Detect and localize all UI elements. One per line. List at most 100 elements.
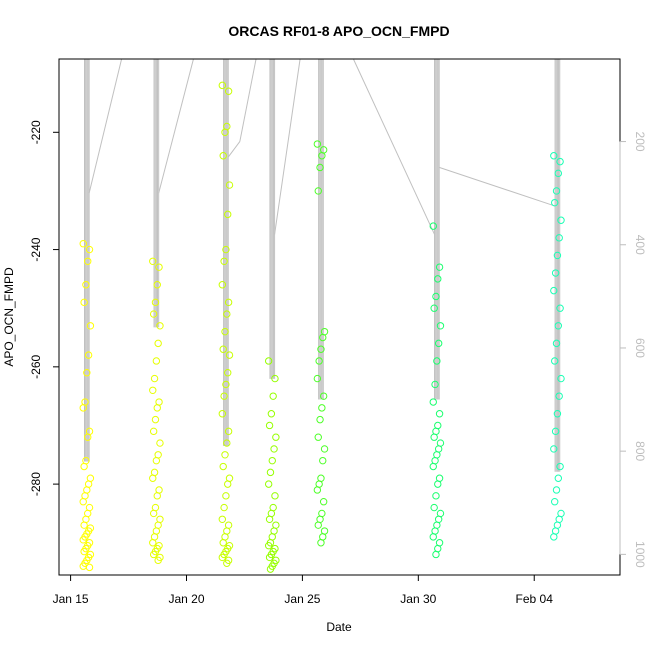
series-flight-6 <box>429 222 445 559</box>
data-point <box>551 269 560 277</box>
data-point <box>268 456 276 465</box>
data-point <box>149 550 158 559</box>
data-point <box>553 251 562 260</box>
data-point <box>557 216 565 224</box>
data-point <box>218 81 227 90</box>
series-flight-1 <box>79 240 95 572</box>
data-point <box>429 398 437 406</box>
y-tick-label: -240 <box>29 237 43 261</box>
data-point <box>220 503 228 512</box>
data-point <box>314 187 322 195</box>
data-point <box>313 486 322 494</box>
data-point <box>319 456 327 465</box>
data-point <box>316 415 324 424</box>
data-point <box>152 456 161 465</box>
data-point <box>556 462 564 471</box>
data-point <box>223 439 231 447</box>
data-point <box>435 263 444 271</box>
altitude-connector-5 <box>274 58 301 235</box>
data-point <box>436 322 445 330</box>
y-axis-label: APO_OCN_FMPD <box>2 267 16 367</box>
data-point <box>430 304 438 312</box>
chart-title: ORCAS RF01-8 APO_OCN_FMPD <box>228 23 449 39</box>
data-point <box>151 415 160 424</box>
data-point <box>149 474 157 482</box>
data-point <box>149 509 158 518</box>
data-point <box>79 536 87 544</box>
data-point <box>220 257 228 265</box>
data-point <box>429 533 437 541</box>
data-point <box>266 565 275 573</box>
data-point <box>149 310 158 318</box>
data-point <box>555 234 563 242</box>
data-point <box>152 357 161 365</box>
data-point <box>265 553 274 562</box>
data-point <box>149 539 157 547</box>
data-point <box>550 286 558 295</box>
altitude-connector-8 <box>439 166 556 207</box>
data-point <box>221 327 229 336</box>
x-axis: Jan 15 Jan 20 Jan 25 Jan 30 Feb 04 <box>53 574 553 606</box>
series-flight-7 <box>550 152 565 541</box>
data-point <box>430 503 438 512</box>
x-tick-label: Jan 25 <box>284 592 320 606</box>
data-point <box>434 339 443 348</box>
data-point <box>554 322 563 330</box>
data-point <box>84 433 92 441</box>
data-point <box>319 333 327 342</box>
series-flight-3 <box>218 81 234 567</box>
data-point <box>314 433 322 441</box>
data-point <box>313 374 322 383</box>
data-point <box>155 263 163 271</box>
data-point <box>218 410 227 418</box>
data-point <box>556 157 564 166</box>
series-flight-5 <box>313 140 329 547</box>
data-point <box>151 298 160 307</box>
x-tick-label: Jan 15 <box>53 592 89 606</box>
data-point <box>550 533 558 541</box>
data-point <box>318 152 326 160</box>
data-point <box>80 521 88 529</box>
data-point <box>264 357 273 365</box>
data-point <box>156 322 164 330</box>
y-tick-label: -280 <box>29 472 43 496</box>
data-point <box>219 539 227 547</box>
data-point <box>552 187 561 195</box>
data-point <box>153 404 161 412</box>
data-point <box>225 351 234 359</box>
data-point <box>319 392 328 400</box>
data-point <box>429 462 437 471</box>
data-point <box>265 515 274 523</box>
data-point <box>271 374 279 383</box>
data-point <box>221 451 229 459</box>
data-point <box>269 392 277 400</box>
data-point <box>85 563 94 572</box>
data-point <box>154 339 162 348</box>
y2-tick-label: 800 <box>633 441 647 461</box>
altitude-traces <box>84 58 561 472</box>
data-point <box>80 547 88 556</box>
data-point <box>264 480 273 488</box>
data-point <box>317 345 325 353</box>
x-tick-label: Jan 30 <box>400 592 436 606</box>
data-point <box>553 410 562 418</box>
data-point <box>83 369 91 377</box>
data-point <box>315 357 323 365</box>
y2-tick-label: 200 <box>633 132 647 152</box>
data-point <box>220 392 228 400</box>
data-point <box>272 433 280 441</box>
data-point <box>551 198 559 207</box>
data-point <box>149 386 157 394</box>
y2-tick-label: 1000 <box>633 541 647 568</box>
data-point <box>266 468 275 477</box>
data-point <box>317 539 325 547</box>
altitude-connector-2 <box>158 58 194 194</box>
data-point <box>225 181 234 189</box>
data-point <box>84 351 93 359</box>
altitude-connector-3 <box>227 141 241 158</box>
data-point <box>318 404 326 412</box>
altitude-connector-4 <box>239 58 257 142</box>
data-point <box>224 298 233 307</box>
data-point <box>557 374 565 383</box>
data-point <box>314 521 322 529</box>
